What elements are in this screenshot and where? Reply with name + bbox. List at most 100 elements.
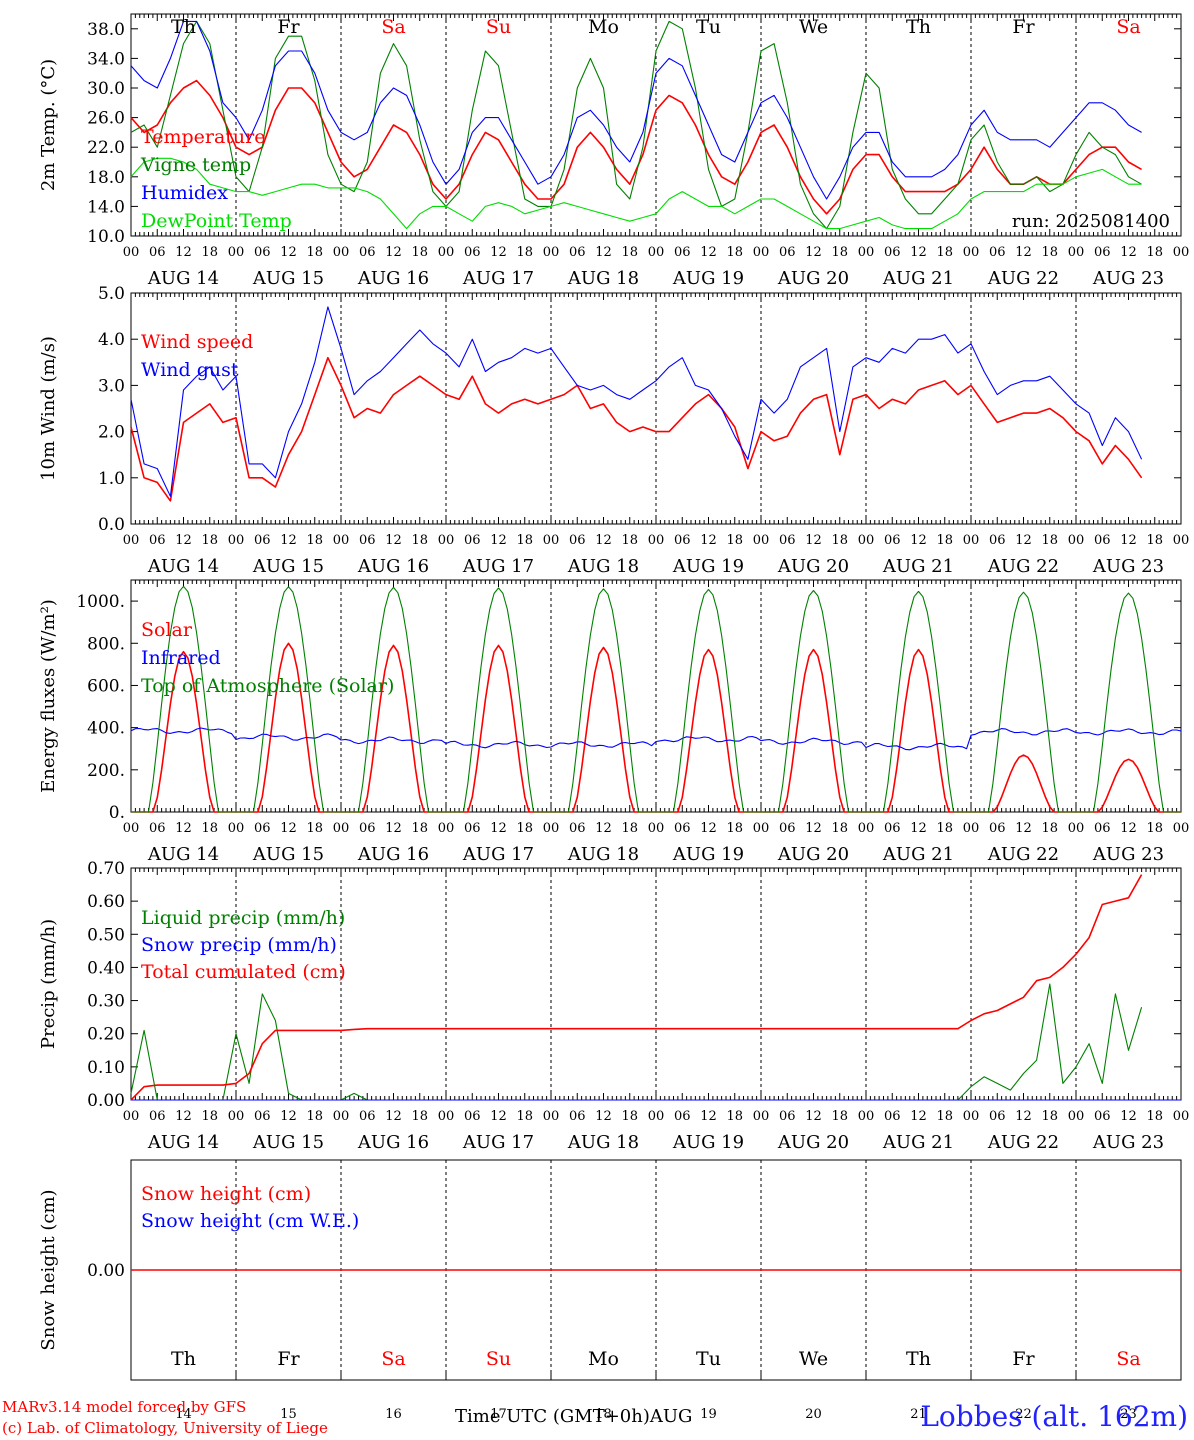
x-hour-label: 12 bbox=[910, 245, 927, 260]
x-day-number: 14 bbox=[175, 1407, 192, 1422]
x-hour-label: 12 bbox=[175, 245, 192, 260]
y-tick-label: 0.00 bbox=[87, 1261, 125, 1281]
legend-entry: Snow precip (mm/h) bbox=[141, 934, 337, 956]
x-hour-label: 00 bbox=[1068, 821, 1085, 836]
y-axis-title: Snow height (cm) bbox=[38, 1189, 59, 1350]
x-hour-label: 00 bbox=[123, 245, 140, 260]
legend-entry: Infrared bbox=[141, 647, 221, 669]
x-hour-label: 12 bbox=[805, 533, 822, 548]
day-of-week-label: Fr bbox=[1012, 16, 1035, 38]
legend-entry: Snow height (cm) bbox=[141, 1183, 311, 1205]
x-hour-label: 06 bbox=[779, 821, 796, 836]
x-hour-label: 06 bbox=[569, 1109, 586, 1124]
y-tick-label: 400. bbox=[87, 719, 125, 739]
day-of-week-label: We bbox=[799, 1348, 828, 1370]
x-hour-label: 12 bbox=[175, 1109, 192, 1124]
x-hour-label: 18 bbox=[411, 1109, 428, 1124]
day-of-week-label: Th bbox=[906, 1348, 931, 1370]
x-hour-label: 06 bbox=[989, 821, 1006, 836]
x-date-label: AUG 21 bbox=[882, 556, 954, 577]
y-tick-label: 10.0 bbox=[87, 227, 125, 247]
x-hour-label: 00 bbox=[753, 533, 770, 548]
x-hour-label: 06 bbox=[464, 245, 481, 260]
x-date-label: AUG 21 bbox=[882, 268, 954, 289]
panel-4: 0.00 0.10 0.20 0.30 0.40 0.50 0.60 0.70 Precip (… bbox=[38, 859, 1189, 1153]
x-hour-label: 06 bbox=[674, 245, 691, 260]
x-hour-label: 00 bbox=[228, 533, 245, 548]
y-tick-label: 0.30 bbox=[87, 992, 125, 1012]
x-hour-label: 06 bbox=[779, 533, 796, 548]
legend-entry: Total cumulated (cm) bbox=[141, 961, 346, 983]
x-hour-label: 18 bbox=[621, 821, 638, 836]
x-hour-label: 12 bbox=[385, 821, 402, 836]
x-date-label: AUG 17 bbox=[462, 268, 534, 289]
x-hour-label: 06 bbox=[884, 821, 901, 836]
day-of-week-label: Th bbox=[171, 1348, 196, 1370]
x-hour-label: 06 bbox=[989, 533, 1006, 548]
series-line bbox=[130, 727, 1182, 751]
y-tick-label: 38.0 bbox=[87, 20, 125, 40]
y-tick-label: 0.50 bbox=[87, 925, 125, 945]
x-hour-label: 12 bbox=[1015, 245, 1032, 260]
x-date-label: AUG 17 bbox=[462, 556, 534, 577]
day-of-week-label: Sa bbox=[1116, 16, 1140, 38]
x-hour-label: 00 bbox=[123, 533, 140, 548]
legend-entry: Humidex bbox=[141, 182, 228, 204]
x-hour-label: 18 bbox=[1041, 533, 1058, 548]
x-hour-label: 00 bbox=[333, 245, 350, 260]
x-date-label: AUG 20 bbox=[777, 268, 849, 289]
y-tick-label: 1.0 bbox=[98, 469, 125, 489]
x-hour-label: 06 bbox=[989, 1109, 1006, 1124]
day-of-week-label: Mo bbox=[588, 16, 619, 38]
y-axis-title: Energy fluxes (W/m²) bbox=[38, 599, 59, 793]
legend-entry: Vigne temp bbox=[140, 154, 251, 176]
x-hour-label: 06 bbox=[569, 245, 586, 260]
x-hour-label: 18 bbox=[306, 1109, 323, 1124]
x-date-label: AUG 22 bbox=[987, 556, 1059, 577]
x-hour-label: 12 bbox=[175, 533, 192, 548]
y-axis-title: 10m Wind (m/s) bbox=[38, 336, 59, 481]
x-date-label: AUG 21 bbox=[882, 844, 954, 865]
x-hour-label: 18 bbox=[621, 533, 638, 548]
x-date-label: AUG 19 bbox=[672, 268, 744, 289]
x-hour-label: 12 bbox=[280, 245, 297, 260]
x-hour-label: 00 bbox=[858, 245, 875, 260]
x-hour-label: 06 bbox=[884, 533, 901, 548]
x-hour-label: 18 bbox=[831, 245, 848, 260]
x-hour-label: 18 bbox=[936, 821, 953, 836]
x-hour-label: 00 bbox=[1068, 533, 1085, 548]
x-hour-label: 12 bbox=[910, 821, 927, 836]
model-credit: MARv3.14 model forced by GFS bbox=[2, 1398, 247, 1416]
x-hour-label: 12 bbox=[595, 245, 612, 260]
y-tick-label: 0.70 bbox=[87, 859, 125, 879]
x-date-label: AUG 15 bbox=[252, 1132, 324, 1153]
x-hour-label: 18 bbox=[516, 821, 533, 836]
legend-entry: Temperature bbox=[141, 126, 265, 148]
x-date-label: AUG 19 bbox=[672, 844, 744, 865]
series-line bbox=[130, 356, 1143, 502]
x-hour-label: 18 bbox=[621, 245, 638, 260]
y-tick-label: 30.0 bbox=[87, 79, 125, 99]
y-tick-label: 1000. bbox=[76, 592, 125, 612]
y-axis-title: Precip (mm/h) bbox=[38, 919, 59, 1049]
x-hour-label: 18 bbox=[201, 533, 218, 548]
x-hour-label: 00 bbox=[753, 245, 770, 260]
x-day-number: 16 bbox=[385, 1407, 402, 1422]
x-hour-label: 12 bbox=[1120, 245, 1137, 260]
x-hour-label: 06 bbox=[779, 1109, 796, 1124]
x-date-label: AUG 17 bbox=[462, 1132, 534, 1153]
x-hour-label: 12 bbox=[385, 1109, 402, 1124]
x-hour-label: 06 bbox=[1094, 821, 1111, 836]
x-hour-label: 18 bbox=[936, 533, 953, 548]
y-tick-label: 3.0 bbox=[98, 376, 125, 396]
x-hour-label: 18 bbox=[831, 533, 848, 548]
x-hour-label: 00 bbox=[1068, 245, 1085, 260]
x-hour-label: 18 bbox=[201, 821, 218, 836]
x-date-label: AUG 21 bbox=[882, 1132, 954, 1153]
time-axis-label: Time UTC (GMT+0h)AUG bbox=[455, 1406, 692, 1427]
x-hour-label: 00 bbox=[438, 245, 455, 260]
panel-2: 0.0 1.0 2.0 3.0 4.0 5.0 10m Wind (m/s) 00 06 12 18… bbox=[38, 284, 1189, 577]
x-hour-label: 06 bbox=[464, 821, 481, 836]
x-date-label: AUG 15 bbox=[252, 268, 324, 289]
x-hour-label: 12 bbox=[700, 821, 717, 836]
